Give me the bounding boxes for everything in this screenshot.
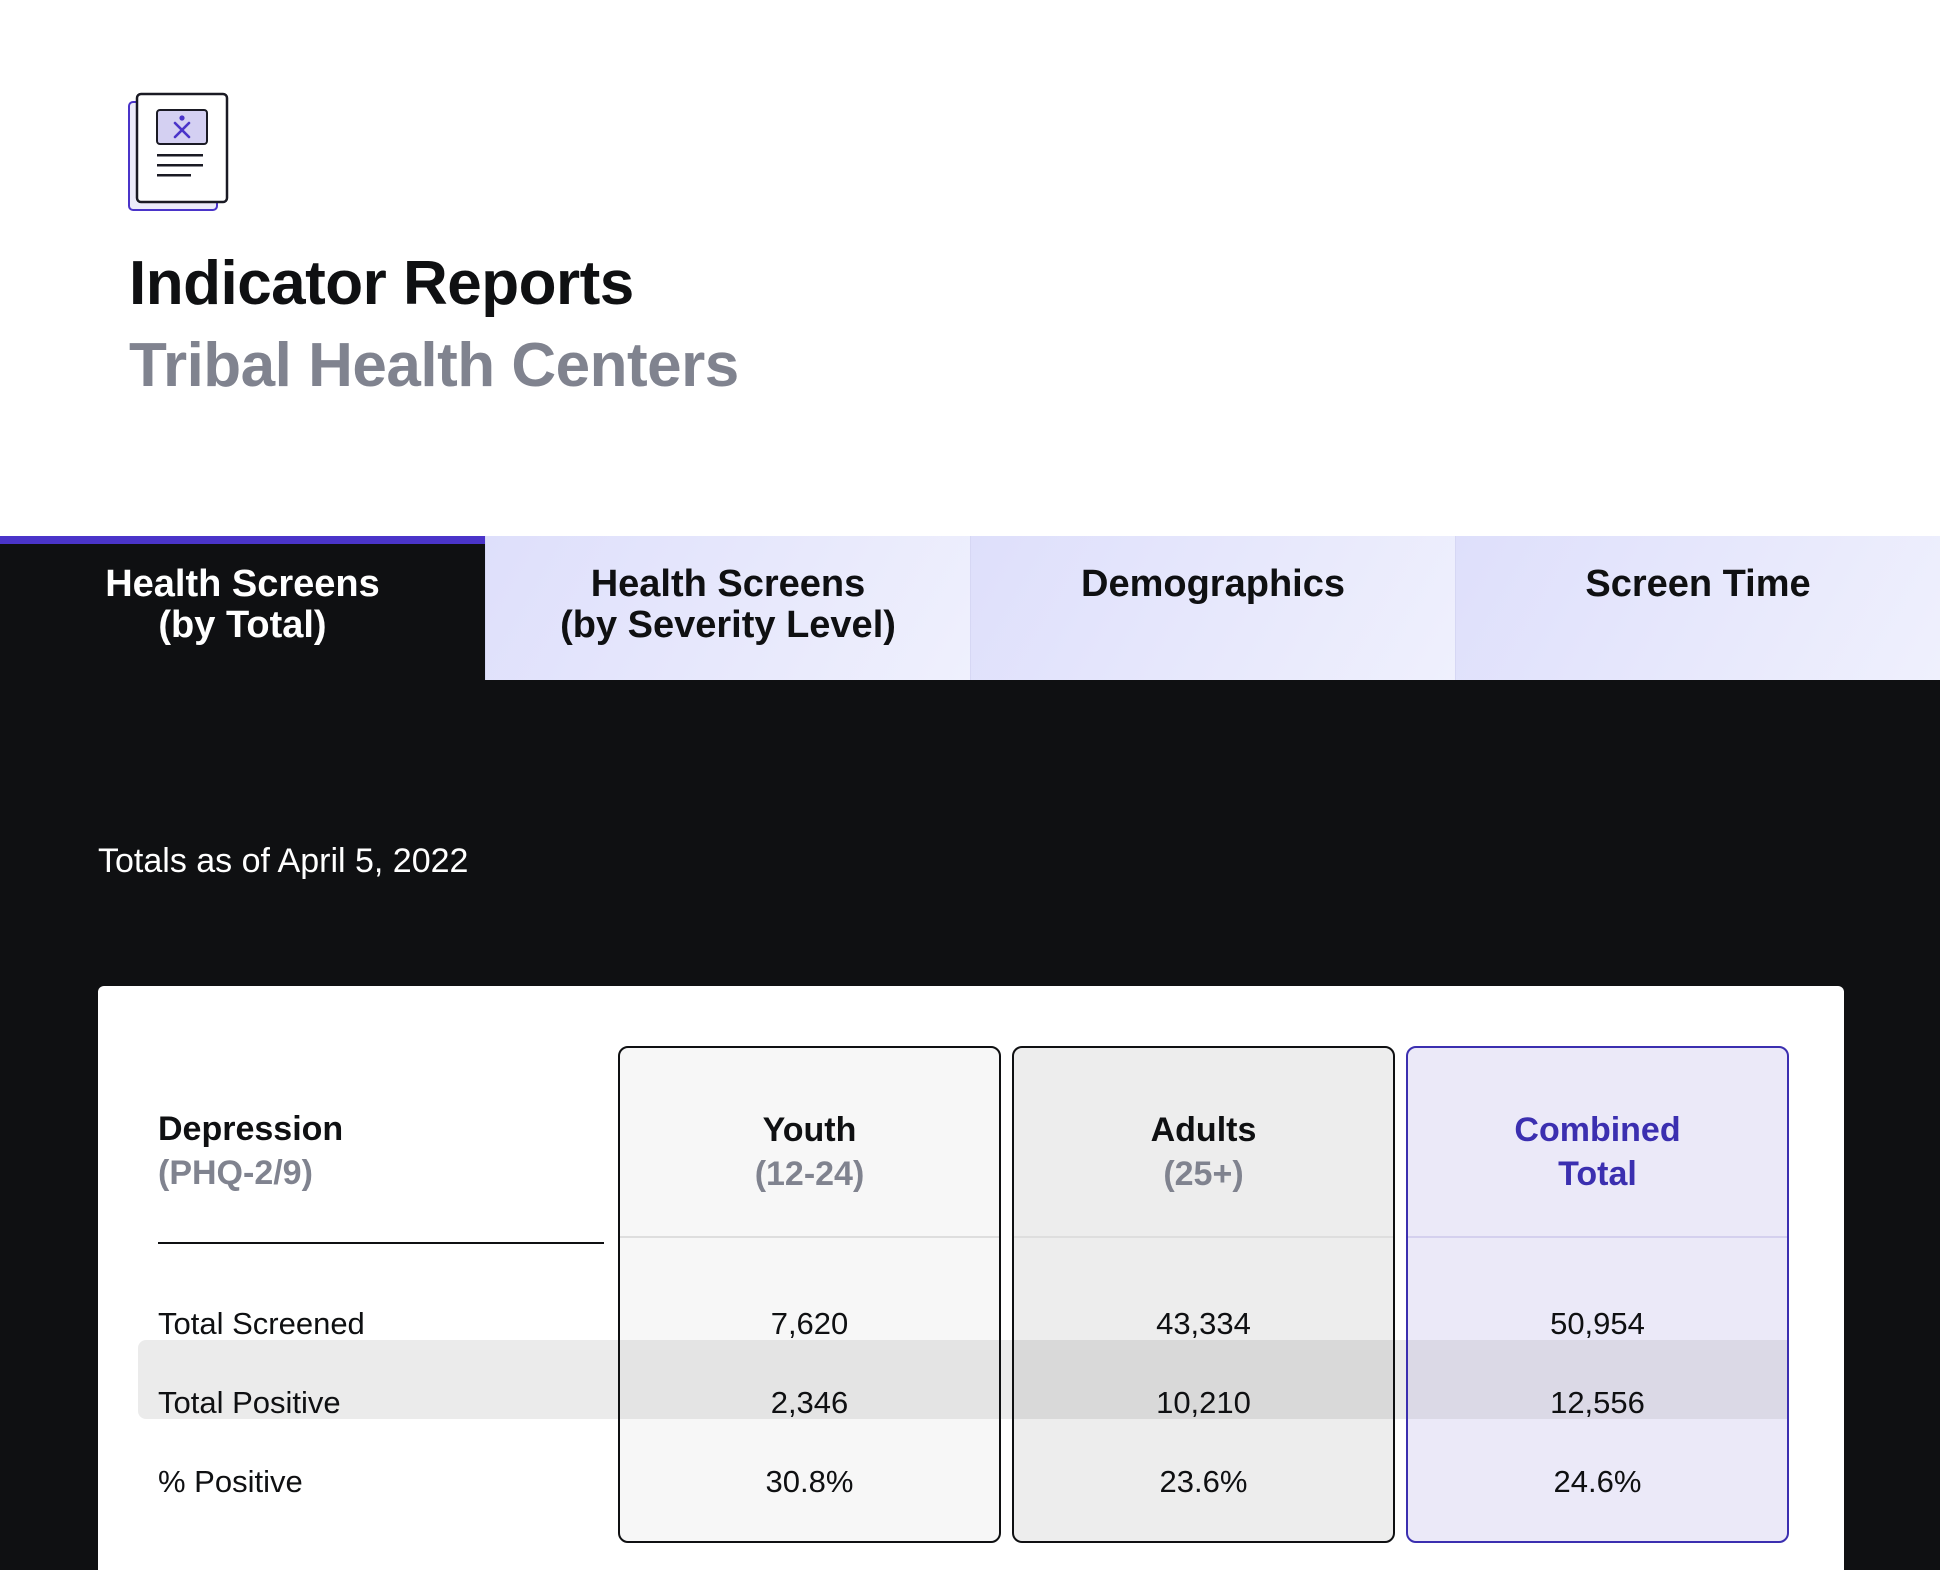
row-label-percent-positive: % Positive [158,1464,303,1499]
metric-divider [158,1242,604,1244]
page-title: Indicator Reports [129,249,634,318]
cell-adults-total-positive: 10,210 [1156,1385,1251,1420]
cell-youth-total-positive: 2,346 [770,1385,849,1420]
tab-demographics[interactable]: Demographics [970,536,1455,680]
metric-title: Depression [158,1110,344,1148]
tab-label: Demographics [1081,563,1345,605]
column-subtitle: (25+) [1163,1155,1244,1193]
tab-screen-time[interactable]: Screen Time [1455,536,1940,680]
tab-panel: Totals as of April 5, 2022 Depression (P… [0,680,1940,1570]
metric-subtitle: (PHQ-2/9) [158,1154,313,1192]
column-combined-total: Combined Total 50,954 12,556 24.6% [1406,1046,1789,1543]
column-header: Youth (12-24) [620,1048,999,1238]
tab-label: Health Screens (by Severity Level) [560,563,896,646]
tab-health-screens-severity[interactable]: Health Screens (by Severity Level) [485,536,970,680]
column-header: Adults (25+) [1014,1048,1393,1238]
cell-combined-total-positive: 12,556 [1550,1385,1645,1420]
page-subtitle: Tribal Health Centers [129,331,739,400]
document-report-icon [128,92,229,211]
tab-label: Health Screens (by Total) [105,563,380,646]
column-header: Combined Total [1408,1048,1787,1238]
report-header: Indicator Reports Tribal Health Centers [0,0,1940,536]
column-band [1014,1340,1393,1419]
row-label-total-screened: Total Screened [158,1306,365,1341]
column-adults: Adults (25+) 43,334 10,210 23.6% [1012,1046,1395,1543]
cell-combined-percent-positive: 24.6% [1553,1464,1642,1499]
column-band [1408,1340,1787,1419]
tab-label: Screen Time [1585,563,1811,605]
totals-date: Totals as of April 5, 2022 [98,842,469,880]
column-band [620,1340,999,1419]
report-tabs: Health Screens (by Total) Health Screens… [0,536,1940,680]
cell-combined-total-screened: 50,954 [1550,1306,1645,1341]
cell-adults-percent-positive: 23.6% [1159,1464,1248,1499]
tab-health-screens-total[interactable]: Health Screens (by Total) [0,536,485,680]
column-youth: Youth (12-24) 7,620 2,346 30.8% [618,1046,1001,1543]
cell-youth-total-screened: 7,620 [770,1306,849,1341]
depression-table-card: Depression (PHQ-2/9) Total Screened Tota… [98,986,1844,1570]
cell-adults-total-screened: 43,334 [1156,1306,1251,1341]
column-title: Adults [1150,1111,1257,1149]
column-subtitle: (12-24) [754,1155,865,1193]
column-title: Combined Total [1514,1111,1681,1193]
row-label-total-positive: Total Positive [158,1385,341,1420]
column-title: Youth [762,1111,857,1149]
cell-youth-percent-positive: 30.8% [765,1464,854,1499]
